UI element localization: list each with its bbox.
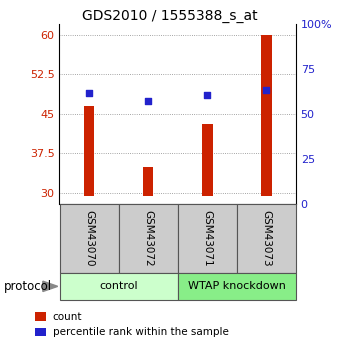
Bar: [119, 204, 177, 273]
Bar: [202, 125, 212, 196]
Bar: [35, 328, 46, 336]
Text: control: control: [99, 282, 138, 291]
Text: GDS2010 / 1555388_s_at: GDS2010 / 1555388_s_at: [82, 9, 258, 23]
Bar: [177, 273, 296, 300]
Bar: [261, 35, 272, 196]
Point: [264, 87, 269, 93]
Point: [204, 92, 210, 98]
Text: GSM43073: GSM43073: [261, 210, 271, 266]
Text: GSM43071: GSM43071: [202, 210, 212, 266]
Point: [86, 90, 92, 96]
Bar: [143, 167, 153, 196]
Text: percentile rank within the sample: percentile rank within the sample: [53, 327, 228, 337]
Text: WTAP knockdown: WTAP knockdown: [188, 282, 286, 291]
Text: GSM43072: GSM43072: [143, 210, 153, 266]
Bar: [59, 204, 119, 273]
Text: count: count: [53, 312, 82, 322]
Bar: [177, 204, 237, 273]
Point: [146, 98, 151, 104]
Bar: [59, 273, 177, 300]
Bar: [35, 312, 46, 321]
Bar: [237, 204, 296, 273]
Text: GSM43070: GSM43070: [84, 210, 94, 266]
Text: protocol: protocol: [3, 280, 52, 293]
Bar: [84, 106, 95, 196]
Polygon shape: [43, 281, 58, 292]
